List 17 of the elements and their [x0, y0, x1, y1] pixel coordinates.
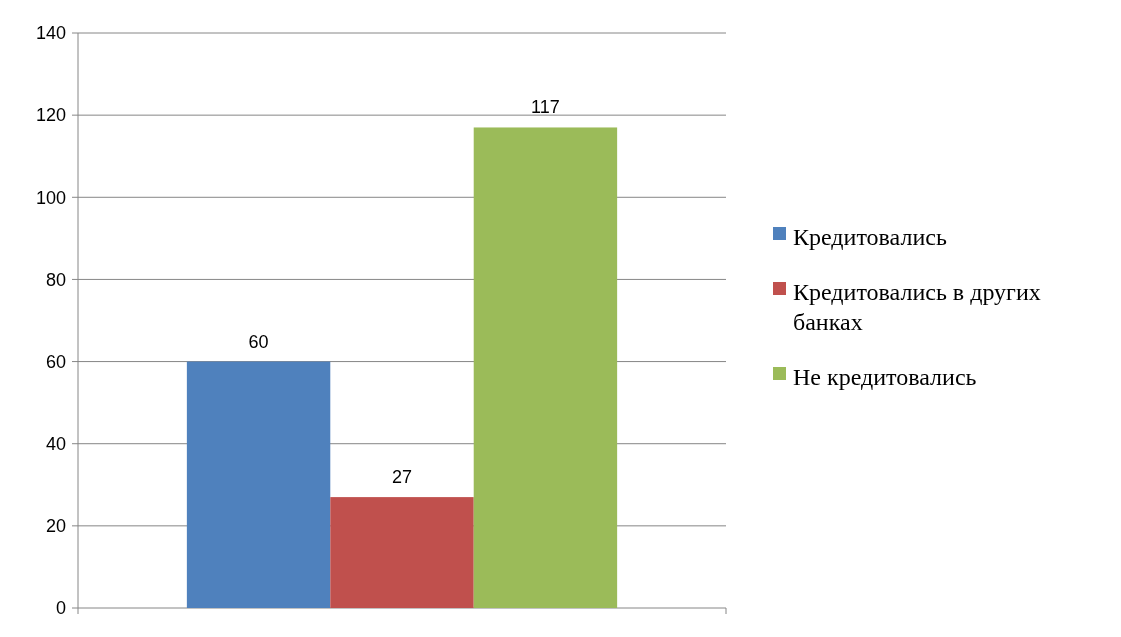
legend-label: Кредитовались: [793, 224, 947, 251]
y-tick-label: 60: [45, 351, 66, 372]
y-tick-label: 120: [35, 105, 66, 126]
bar: [186, 361, 331, 608]
data-label: 117: [531, 97, 560, 118]
data-label: 27: [391, 467, 413, 488]
legend-label: Кредитовались в других банках: [793, 279, 1041, 336]
bar: [330, 497, 474, 608]
y-tick-label: 80: [45, 269, 66, 290]
y-tick-label: 40: [45, 434, 66, 455]
y-tick-label: 140: [35, 23, 66, 44]
data-label: 60: [248, 331, 269, 352]
bar: [473, 127, 618, 608]
y-tick-label: 0: [55, 598, 66, 619]
y-tick-label: 100: [35, 187, 66, 208]
legend-label: Не кредитовались: [793, 364, 977, 391]
y-tick-label: 20: [45, 516, 66, 537]
